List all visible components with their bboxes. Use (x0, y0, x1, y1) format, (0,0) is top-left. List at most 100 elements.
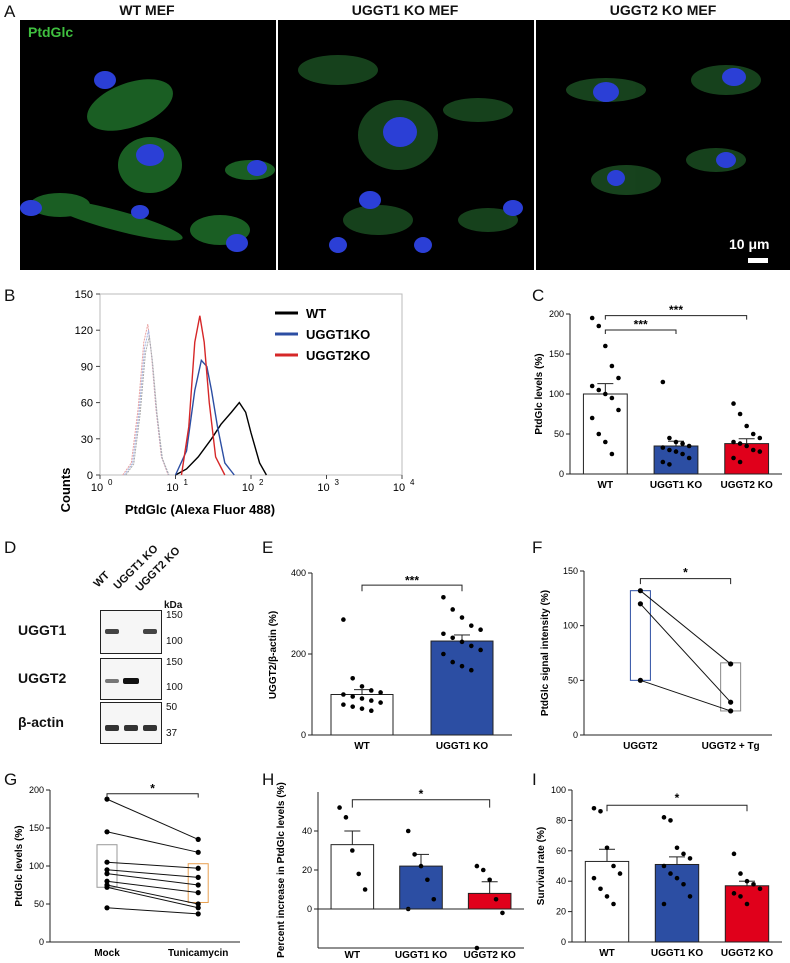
data-point (674, 875, 680, 881)
ytick-label: 60 (81, 398, 93, 410)
xtick-label: 10 (166, 482, 178, 494)
data-point (661, 863, 667, 869)
lane-label-wt: WT (91, 569, 113, 590)
sig-bracket (106, 793, 199, 798)
band (105, 679, 119, 683)
chart-b-legend: WT UGGT1KO UGGT2KO (275, 306, 370, 363)
blot-row-uggt1-name: UGGT1 (18, 622, 67, 638)
ytick-label: 100 (551, 785, 566, 795)
ytick-label: 400 (291, 568, 306, 578)
pair-line (106, 873, 199, 886)
ytick-label: 0 (573, 730, 578, 740)
data-point (450, 607, 455, 612)
data-point (350, 676, 355, 681)
data-point (450, 659, 455, 665)
ytick-label: 200 (549, 309, 564, 319)
marker: 37 (166, 728, 178, 739)
ytick-label: 100 (549, 389, 564, 399)
data-point (609, 363, 615, 369)
data-point (104, 871, 110, 877)
ytick-label: 150 (29, 823, 44, 833)
data-point (350, 694, 355, 699)
data-point (359, 684, 365, 689)
panel-label-d: D (4, 538, 17, 557)
pair-line (106, 798, 199, 840)
data-point (459, 639, 465, 645)
blot-uggt1 (100, 610, 162, 654)
data-point (441, 631, 446, 637)
data-point (731, 439, 736, 445)
data-point (596, 387, 602, 393)
data-point (757, 435, 763, 441)
data-point (611, 901, 616, 907)
data-point (356, 871, 362, 877)
data-point (637, 588, 643, 594)
ytick-label: 100 (563, 621, 578, 631)
data-point (487, 877, 492, 883)
sig-bracket (361, 584, 463, 592)
micrograph-uggt2: 10 μm (536, 20, 790, 270)
isotype-control-curve (123, 330, 170, 476)
ytick-label: 40 (556, 876, 566, 886)
panel-label-a: A (4, 2, 16, 21)
western-blot: WT UGGT1 KO UGGT2 KO kDa UGGT1 150 100 U… (0, 530, 260, 760)
data-point (737, 441, 743, 446)
data-point (469, 623, 474, 628)
data-point (731, 851, 737, 857)
data-point (661, 815, 667, 820)
category-label: WT (354, 741, 370, 752)
panel-label-f: F (532, 538, 543, 557)
legend-label: UGGT2KO (306, 348, 370, 363)
data-point (603, 439, 608, 445)
data-point (681, 881, 686, 887)
ytick-label: 40 (302, 826, 312, 836)
data-point (459, 615, 465, 620)
data-point (611, 863, 616, 869)
data-point (660, 459, 666, 465)
blot-uggt2 (100, 658, 162, 700)
data-point (469, 643, 474, 649)
band (124, 725, 138, 731)
data-point (674, 845, 680, 851)
data-point (425, 877, 430, 883)
data-point (104, 829, 110, 835)
y-axis-label: PtdGlc signal intensity (%) (540, 590, 551, 716)
data-point (412, 852, 417, 857)
category-label: UGGT1 KO (436, 741, 488, 752)
band (143, 629, 157, 634)
data-point (478, 647, 483, 653)
marker: 150 (166, 610, 183, 621)
micro-title-uggt2: UGGT2 KO MEF (609, 2, 717, 18)
data-point (661, 901, 667, 907)
pair-line (106, 831, 199, 853)
data-point (673, 439, 679, 445)
data-point (680, 451, 685, 457)
sig-bracket (606, 804, 748, 812)
ytick-label: 30 (81, 434, 93, 446)
scale-bar (748, 258, 768, 263)
data-point (609, 451, 615, 457)
data-point (343, 815, 349, 820)
data-point (441, 651, 446, 657)
data-point (673, 449, 679, 454)
ytick-label: 0 (561, 937, 566, 947)
category-label: UGGT1 KO (395, 950, 447, 961)
y-axis-label: Percent increase in PtdGlc levels (%) (276, 782, 287, 958)
data-point (667, 435, 672, 441)
data-point (441, 595, 446, 600)
panel-label-c: C (532, 286, 545, 305)
ytick-label: 0 (559, 469, 564, 479)
blot-actin (100, 702, 162, 744)
data-point (603, 391, 608, 397)
ytick-label: 0 (307, 904, 312, 914)
data-point (341, 617, 346, 622)
data-point (341, 702, 346, 707)
data-point (728, 661, 734, 667)
xtick-label: 10 (242, 482, 254, 494)
chart-b-frame (99, 293, 403, 476)
sig-label: * (675, 791, 680, 805)
data-point (616, 407, 621, 413)
data-point (418, 863, 424, 869)
chart-g: 0 50 100 150 200 Mock Tunicamycin * PtdGlc level… (14, 781, 240, 959)
bar-UGGT1 KO (399, 865, 443, 910)
